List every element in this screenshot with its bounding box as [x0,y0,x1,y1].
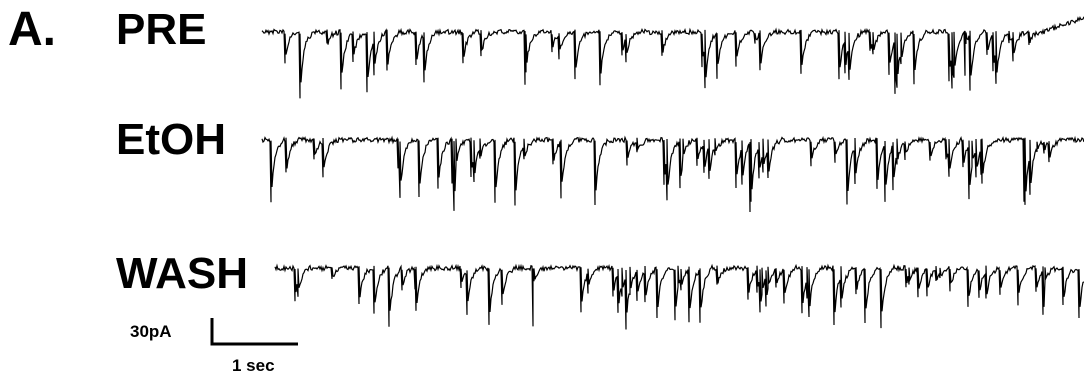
trace-label-pre: PRE [116,5,207,54]
scale-bar-time-label: 1 sec [232,356,275,375]
panel-label: A. [8,3,56,56]
scale-bar [210,318,298,346]
scale-bar-amplitude-label: 30pA [130,322,172,341]
trace-etoh [261,135,1084,213]
trace-wash [274,263,1084,330]
trace-label-wash: WASH [116,249,248,298]
trace-pre [261,15,1084,99]
trace-label-etoh: EtOH [116,115,226,164]
